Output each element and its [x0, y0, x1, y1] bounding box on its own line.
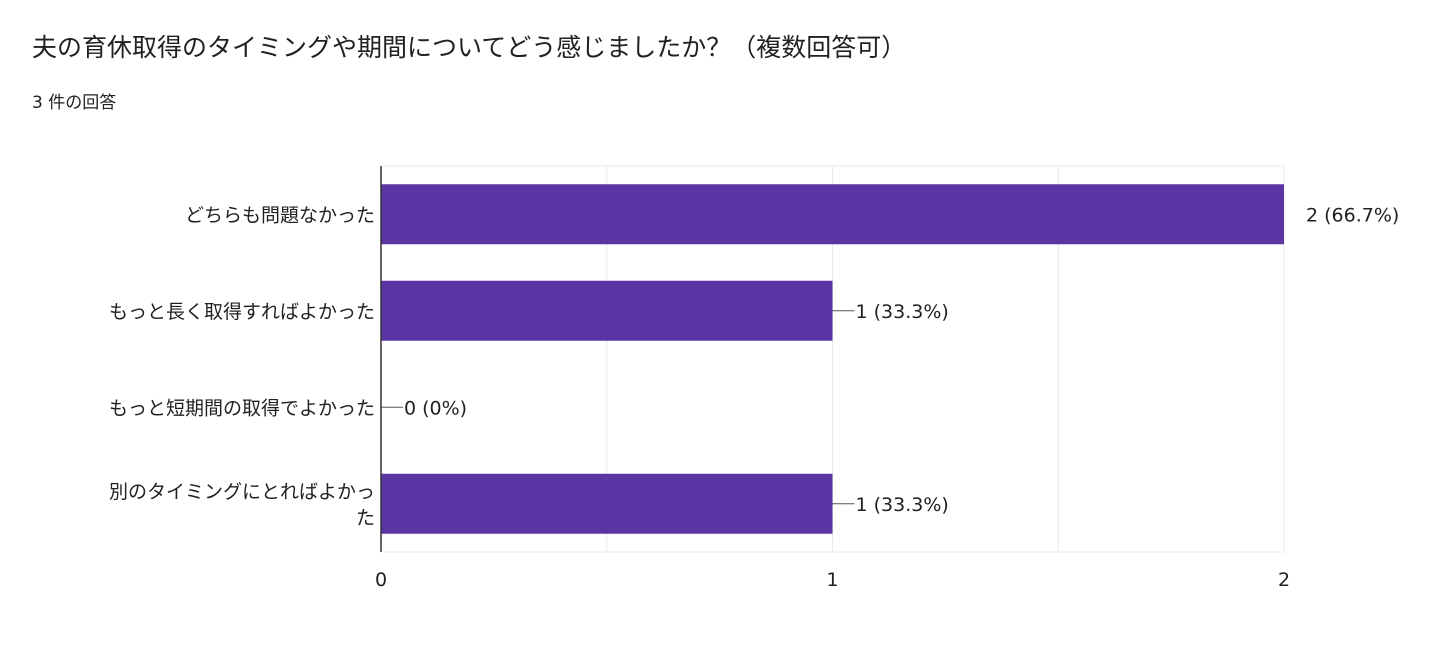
response-count: 3 件の回答	[32, 93, 117, 113]
category-label-line: もっと短期間の取得でよかった	[109, 397, 375, 419]
bar	[381, 184, 1284, 245]
data-label: 1 (33.3%)	[856, 301, 949, 323]
x-tick-label: 1	[826, 569, 838, 591]
category-label-line: どちらも問題なかった	[185, 204, 375, 226]
data-label: 0 (0%)	[404, 397, 467, 419]
category-label-line: た	[356, 507, 375, 529]
category-label-line: もっと長く取得すればよかった	[109, 301, 375, 323]
question-title: 夫の育休取得のタイミングや期間についてどう感じましたか？（複数回答可）	[32, 33, 907, 62]
category-label-line: 別のタイミングにとればよかっ	[109, 481, 375, 503]
x-tick-label: 0	[375, 569, 387, 591]
category-label: もっと短期間の取得でよかった	[109, 397, 375, 419]
category-label: 別のタイミングにとればよかった	[109, 481, 375, 529]
x-tick-label: 2	[1278, 569, 1290, 591]
category-label: どちらも問題なかった	[185, 204, 375, 226]
bar	[381, 280, 833, 341]
data-label: 1 (33.3%)	[856, 494, 949, 516]
category-label: もっと長く取得すればよかった	[109, 301, 375, 323]
bar	[381, 473, 833, 534]
data-label: 2 (66.7%)	[1306, 204, 1399, 226]
